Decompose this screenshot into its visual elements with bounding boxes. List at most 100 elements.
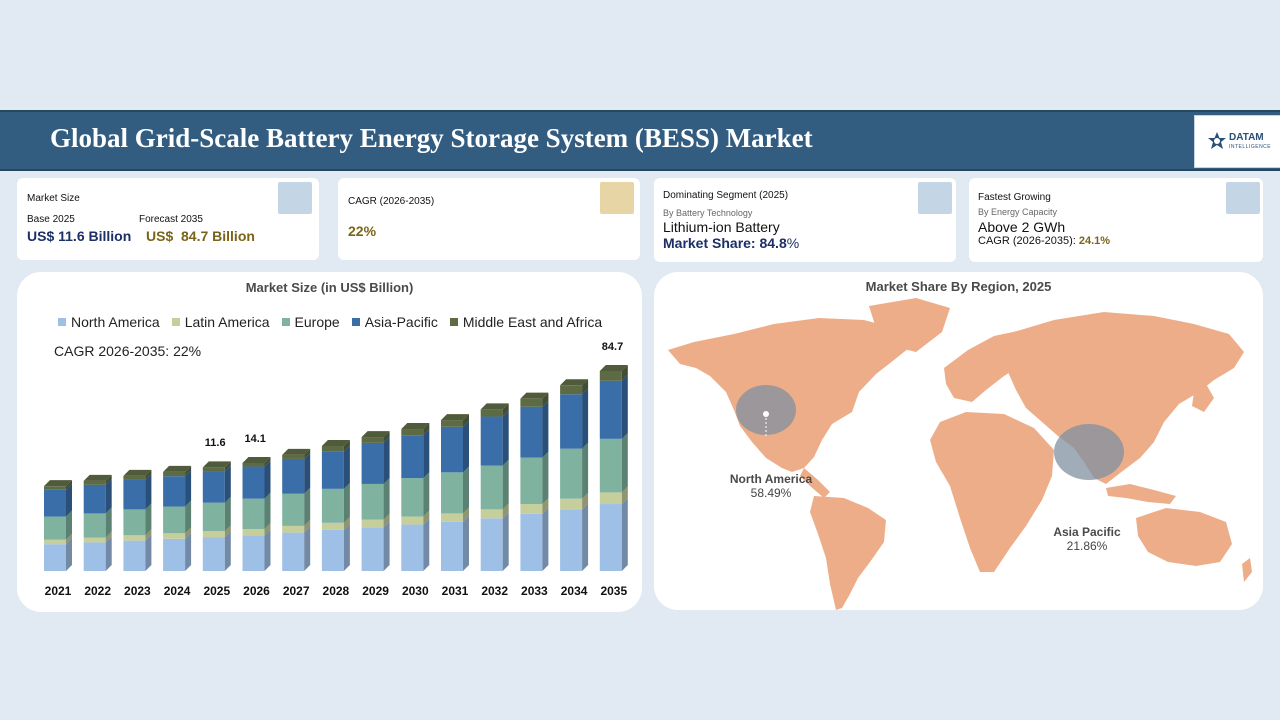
bar-segment-side (383, 521, 390, 571)
world-map-land (668, 298, 1252, 610)
bar-segment (44, 544, 66, 571)
card-swatch (278, 182, 312, 214)
bar-segment-side (343, 445, 350, 489)
asia-pacific-bubble[interactable] (1054, 424, 1124, 480)
bar-top (83, 474, 112, 481)
bar-stack (242, 456, 271, 571)
bar-segment-side (621, 432, 628, 493)
bar-segment (321, 529, 344, 571)
card-heading: Fastest Growing (978, 192, 1051, 203)
bar-segment-side (463, 414, 469, 427)
bar-segment-side (542, 507, 549, 571)
segment-name: Above 2 GWh (978, 219, 1066, 235)
x-tick-label: 2032 (481, 584, 509, 598)
north-america-label: North America 58.49% (729, 472, 813, 500)
company-logo[interactable]: DATAM INTELLIGENCE (1194, 115, 1280, 168)
legend-swatch (171, 318, 180, 326)
bar-segment-side (621, 498, 628, 571)
bar-segment-side (224, 496, 231, 532)
legend-label: Asia-Pacific (364, 314, 438, 330)
x-tick-label: 2033 (521, 584, 548, 598)
bar-segment-side (145, 529, 152, 541)
bar-segment-side (66, 538, 72, 571)
bar-stack (202, 461, 231, 571)
cagr-card: CAGR (2026-2035) 22% (338, 178, 640, 260)
legend-swatch (449, 318, 458, 326)
bar-segment-side (66, 480, 72, 490)
bar-segment (560, 498, 583, 510)
bar-segment (480, 509, 503, 519)
bar-segment (83, 542, 106, 571)
x-tick-label: 2027 (282, 584, 310, 598)
bar-stack (123, 469, 152, 571)
bar-top (321, 440, 350, 446)
bar-segment (401, 435, 424, 479)
x-tick-label: 2030 (401, 584, 429, 598)
bar-segment (441, 420, 463, 427)
bar-segment-side (224, 525, 231, 538)
bar-segment-side (423, 472, 430, 517)
bar-segment (202, 471, 225, 503)
dominating-segment-card: Dominating Segment (2025) By Battery Tec… (654, 178, 956, 262)
bar-value-label: 14.1 (244, 432, 266, 445)
legend-item[interactable]: Europe (281, 314, 340, 330)
bar-top (401, 423, 430, 430)
bar-top (520, 392, 549, 399)
bar-segment-side (66, 533, 72, 545)
bar-segment (599, 504, 622, 571)
forecast-value: US$ 84.7 Billion (146, 228, 255, 244)
card-heading: Market Size (27, 193, 80, 204)
bar-segment (282, 532, 305, 571)
bar-segment (560, 394, 583, 449)
bar-segment (480, 416, 503, 466)
bar-segment-side (224, 461, 231, 472)
bar-segment (321, 522, 344, 530)
bar-segment-side (463, 420, 469, 473)
legend-item[interactable]: Asia-Pacific (351, 314, 438, 330)
bar-segment-side (185, 500, 192, 534)
bar-segment (123, 535, 146, 541)
legend-item[interactable]: Latin America (171, 314, 270, 330)
card-heading: Dominating Segment (2025) (663, 190, 789, 201)
legend-swatch (351, 318, 360, 326)
bar-segment-side (224, 465, 231, 503)
chart-legend: North America Latin America Europe Asia-… (58, 314, 614, 330)
share-value: 84.8 (759, 235, 787, 251)
bar-segment-side (502, 459, 509, 510)
indonesia-landmass (1106, 484, 1176, 504)
bar-segment-side (304, 452, 311, 494)
bar-segment (282, 493, 305, 526)
bar-segment (44, 539, 66, 545)
bar-segment (520, 513, 543, 571)
legend-item[interactable]: Middle East and Africa (449, 314, 602, 330)
north-america-bubble[interactable] (736, 385, 796, 435)
bar-segment (401, 524, 424, 571)
legend-item[interactable]: North America (58, 314, 160, 330)
card-heading: CAGR (2026-2035) (348, 196, 435, 207)
segment-name: Lithium-ion Battery (663, 219, 780, 235)
bar-segment (44, 489, 66, 517)
market-share-line: Market Share: 84.8% (663, 235, 799, 251)
x-tick-label: 2023 (124, 584, 151, 598)
bar-segment-side (343, 523, 350, 571)
bar-segment (321, 446, 344, 452)
bar-segment (282, 454, 305, 459)
bar-segment-side (542, 498, 549, 514)
x-tick-label: 2028 (322, 584, 350, 598)
bar-top (242, 456, 271, 463)
bar-segment-side (105, 478, 112, 514)
bar-segment (560, 448, 583, 499)
title-banner: Global Grid-Scale Battery Energy Storage… (0, 110, 1280, 171)
bar-segment (242, 529, 265, 536)
bar-segment (361, 527, 384, 571)
base-value: US$ 11.6 Billion (27, 228, 132, 244)
bar-segment-side (582, 379, 589, 395)
x-tick-label: 2024 (163, 584, 191, 598)
bar-segment-side (185, 527, 192, 539)
japan-landmass (1192, 384, 1214, 412)
chart-cagr-note: CAGR 2026-2035: 22% (54, 343, 202, 359)
bar-segment (242, 462, 265, 467)
bar-segment (282, 458, 305, 494)
bar-segment-side (502, 503, 509, 519)
bar-segment-side (423, 510, 430, 525)
